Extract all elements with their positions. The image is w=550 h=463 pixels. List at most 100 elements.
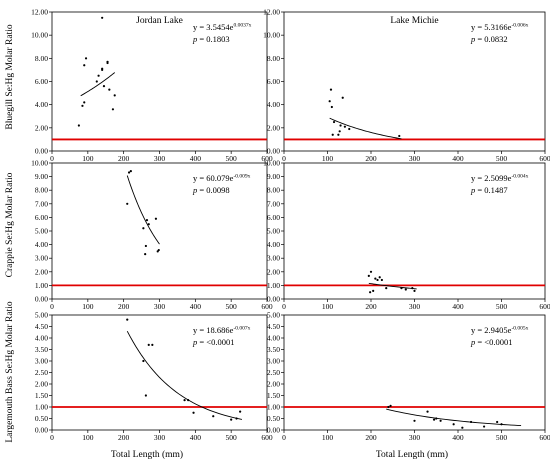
data-point	[369, 291, 372, 294]
y-tick-label: 2.00	[35, 380, 48, 389]
y-tick-label: 0.50	[267, 414, 280, 423]
data-point	[329, 88, 333, 91]
y-tick-label: 3.00	[35, 254, 48, 263]
x-tick-label: 400	[190, 302, 202, 311]
panels: 0.00 2.00 4.00 6.00 8.00 10.00 12.00 0 100 200 300…	[31, 8, 550, 443]
x-tick-label: 100	[322, 154, 334, 163]
x-tick-label: 400	[452, 433, 464, 442]
equation-text: y = 2.5099e-0.004x	[471, 173, 529, 183]
y-tick-label: 8.00	[267, 54, 280, 63]
y-tick-label: 8.00	[267, 186, 280, 195]
p-label: p	[470, 337, 475, 347]
trend-curve	[80, 72, 115, 97]
data-point	[376, 278, 379, 282]
y-tick-label: 8.00	[35, 54, 48, 63]
plot-frame	[51, 314, 268, 431]
x-tick-label: 500	[496, 154, 508, 163]
y-tick-label: 1.50	[267, 391, 280, 400]
equation-coefficient: y = 18.686e	[193, 325, 234, 335]
y-tick-label: 4.00	[267, 100, 280, 109]
data-point	[101, 67, 104, 70]
data-point	[411, 287, 414, 290]
x-tick-label: 200	[118, 154, 130, 163]
y-tick-label: 9.00	[35, 172, 48, 181]
x-tick-label: 0	[50, 433, 54, 442]
data-point	[496, 420, 499, 424]
equation-coefficient: y = 5.3166e	[471, 22, 512, 32]
data-point	[126, 202, 129, 205]
x-tick-label: 300	[409, 302, 421, 311]
y-tick-label: 4.00	[35, 100, 48, 109]
data-point	[106, 60, 109, 63]
data-point	[101, 16, 104, 19]
x-tick-label: 100	[82, 433, 94, 442]
p-value-text: p = <0.0001	[192, 337, 234, 347]
y-tick-label: 4.00	[35, 240, 48, 249]
data-point	[108, 88, 111, 91]
p-value-text: p = 0.1803	[192, 34, 230, 44]
equation-exponent: -0.007x	[233, 326, 250, 332]
data-point	[102, 85, 106, 88]
data-point	[374, 277, 377, 280]
plot-frame	[51, 162, 268, 300]
x-tick-label: 0	[282, 433, 286, 442]
x-tick-label: 200	[118, 433, 130, 442]
x-tick-label: 500	[496, 302, 508, 311]
data-point	[330, 105, 333, 109]
y-tick-label: 0.50	[35, 414, 48, 423]
x-tick-label: 100	[322, 433, 334, 442]
trend-curve	[126, 175, 160, 245]
y-tick-label: 9.00	[267, 172, 280, 181]
data-point	[331, 133, 334, 136]
x-tick-label: 300	[154, 302, 166, 311]
x-tick-label: 0	[282, 154, 286, 163]
data-point	[413, 289, 416, 292]
y-tick-label: 0.00	[35, 147, 48, 156]
data-point	[483, 425, 486, 428]
equation-coefficient: y = 2.5099e	[471, 173, 512, 183]
y-tick-label: 3.00	[35, 357, 48, 366]
data-point	[81, 104, 84, 107]
data-point	[380, 278, 383, 282]
row-ylabel-bluegill: Bluegill Se:Hg Molar Ratio	[5, 24, 15, 130]
p-value: = 0.1487	[475, 185, 507, 195]
data-point	[385, 287, 388, 290]
y-tick-label: 1.00	[35, 403, 48, 412]
data-point	[328, 100, 331, 103]
data-point	[332, 120, 336, 124]
panel-title: Jordan Lake	[136, 16, 183, 26]
trend-curve	[329, 117, 402, 140]
x-tick-label: 500	[226, 302, 238, 311]
row-labels: Bluegill Se:Hg Molar Ratio Crappie Se:Hg…	[5, 24, 15, 443]
data-point	[337, 133, 340, 136]
data-point	[127, 171, 131, 174]
data-point	[348, 127, 351, 131]
y-tick-label: 4.50	[267, 322, 280, 331]
y-tick-label: 2.00	[35, 267, 48, 276]
y-tick-label: 2.00	[267, 123, 280, 132]
x-tick-label: 200	[365, 302, 377, 311]
data-point	[387, 405, 390, 409]
x-tick-label: 500	[496, 433, 508, 442]
y-tick-label: 0.00	[35, 426, 48, 435]
x-tick-label: 600	[261, 154, 273, 163]
p-label: p	[192, 185, 197, 195]
equation-exponent: -0.004x	[511, 174, 528, 180]
data-point	[367, 274, 370, 277]
data-point	[142, 359, 145, 363]
panel-crappie-michie: 0.00 1.00 2.00 3.00 4.00 5.00 6.00 7.00 8.00 9.00…	[263, 159, 550, 312]
y-tick-label: 0.00	[267, 295, 280, 304]
y-tick-label: 5.00	[35, 311, 48, 320]
y-tick-label: 10.00	[263, 159, 280, 168]
data-point	[95, 80, 98, 83]
data-point	[192, 411, 195, 414]
y-tick-label: 3.00	[267, 254, 280, 263]
y-tick-label: 3.50	[35, 345, 48, 354]
equation-text: y = 3.5454e0.0037x	[193, 22, 252, 32]
y-tick-label: 3.50	[267, 345, 280, 354]
data-point	[435, 417, 438, 420]
x-tick-label: 0	[50, 302, 54, 311]
y-tick-label: 6.00	[35, 213, 48, 222]
x-tick-label: 400	[190, 433, 202, 442]
y-tick-label: 12.00	[263, 8, 280, 17]
